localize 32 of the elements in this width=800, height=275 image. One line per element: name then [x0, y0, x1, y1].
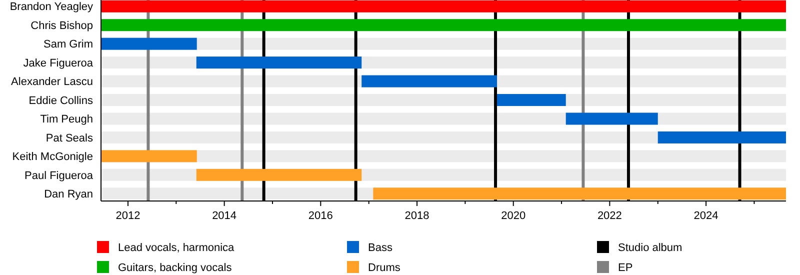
legend-label: Bass: [368, 242, 393, 254]
y-tick-label: Tim Peugh: [40, 114, 93, 126]
legend-label: Studio album: [618, 242, 682, 254]
y-tick-label: Alexander Lascu: [11, 76, 93, 88]
y-tick-label: Paul Figueroa: [24, 170, 94, 182]
x-tick-label: 2014: [212, 210, 237, 222]
y-tick-label: Keith McGonigle: [12, 151, 93, 164]
y-tick-label: Chris Bishop: [30, 20, 93, 32]
x-tick-label: 2024: [694, 210, 718, 222]
x-tick-label: 2012: [116, 210, 140, 222]
y-tick-label: Jake Figueroa: [23, 57, 94, 70]
x-tick-label: 2020: [501, 210, 526, 222]
legend-label: EP: [618, 262, 633, 274]
bar: [496, 94, 566, 106]
x-tick-label: 2022: [597, 210, 622, 222]
bar: [101, 38, 197, 50]
bar: [101, 150, 197, 162]
bar: [362, 75, 497, 88]
bar: [196, 56, 362, 69]
y-tick-label: Dan Ryan: [44, 188, 93, 200]
legend-label: Guitars, backing vocals: [118, 262, 232, 274]
y-tick-label: Pat Seals: [46, 132, 94, 144]
bar: [196, 168, 362, 181]
legend-label: Drums: [368, 262, 401, 274]
x-tick-label: 2016: [308, 210, 333, 222]
x-tick-label: 2018: [404, 210, 430, 222]
y-tick-label: Eddie Collins: [28, 94, 94, 107]
legend-label: Lead vocals, harmonica: [118, 242, 236, 254]
y-tick-label: Sam Grim: [44, 38, 93, 51]
bar: [658, 131, 786, 144]
bar: [566, 112, 658, 125]
y-tick-label: Brandon Yeagley: [10, 1, 94, 14]
